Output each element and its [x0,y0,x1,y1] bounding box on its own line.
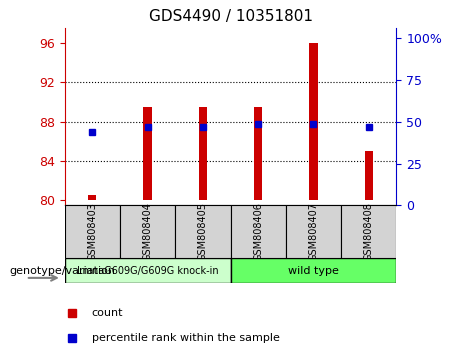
FancyBboxPatch shape [65,258,230,283]
FancyBboxPatch shape [286,205,341,258]
Bar [254,107,262,200]
Text: GSM808404: GSM808404 [142,202,153,261]
Bar [309,43,318,200]
Text: LmnaG609G/G609G knock-in: LmnaG609G/G609G knock-in [77,266,219,276]
Title: GDS4490 / 10351801: GDS4490 / 10351801 [148,9,313,24]
Text: genotype/variation: genotype/variation [9,266,115,276]
Text: count: count [92,308,123,318]
Bar [143,107,152,200]
FancyBboxPatch shape [230,205,286,258]
Bar [365,151,373,200]
FancyBboxPatch shape [120,205,175,258]
FancyBboxPatch shape [65,205,120,258]
Text: GSM808408: GSM808408 [364,202,374,261]
Bar [199,107,207,200]
FancyBboxPatch shape [230,258,396,283]
Text: GSM808403: GSM808403 [87,202,97,261]
Text: GSM808405: GSM808405 [198,202,208,261]
FancyBboxPatch shape [341,205,396,258]
Text: GSM808407: GSM808407 [308,202,319,261]
Text: wild type: wild type [288,266,339,276]
Bar [88,195,96,200]
Text: GSM808406: GSM808406 [253,202,263,261]
Text: percentile rank within the sample: percentile rank within the sample [92,333,279,343]
FancyBboxPatch shape [175,205,230,258]
